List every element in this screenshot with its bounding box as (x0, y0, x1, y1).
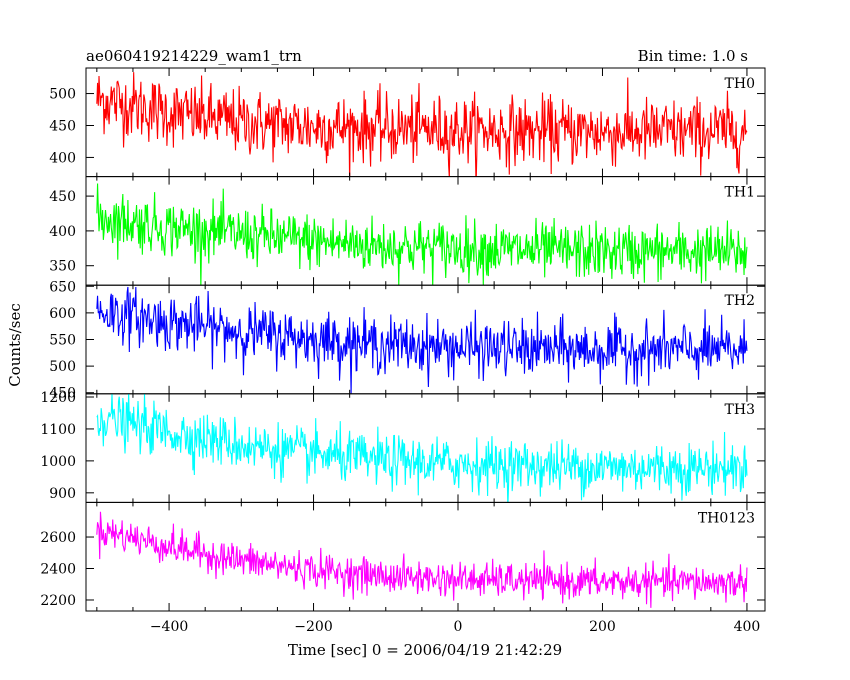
x-tick-label: −200 (294, 619, 332, 635)
y-tick-label: 450 (49, 118, 76, 134)
x-axis-label: Time [sec] 0 = 2006/04/19 21:42:29 (288, 641, 562, 659)
panel-frame (85, 501, 766, 612)
series-th3 (96, 393, 748, 503)
panel-label: TH0 (725, 76, 755, 92)
y-tick-label: 2600 (40, 530, 76, 546)
y-tick-label: 600 (49, 306, 76, 322)
y-tick-label: 1100 (40, 422, 76, 438)
x-tick-label: −400 (150, 619, 188, 635)
series-th1 (96, 183, 748, 286)
x-tick-label: 400 (734, 619, 761, 635)
y-axis-label: Counts/sec (6, 303, 24, 387)
panel-label: TH2 (725, 293, 755, 309)
panel-label: TH0123 (698, 510, 755, 526)
series-th0 (96, 72, 748, 177)
series-th0123 (96, 511, 748, 608)
x-tick-label: 200 (589, 619, 616, 635)
y-tick-label: 450 (49, 189, 76, 205)
y-tick-label: 650 (49, 279, 76, 295)
x-tick-label: 0 (454, 619, 463, 635)
y-tick-label: 500 (49, 87, 76, 103)
y-tick-label: 400 (49, 224, 76, 240)
y-tick-label: 350 (49, 259, 76, 275)
panels-group: TH0 400 450 500 TH1 350 400 450 TH2 450 500 550 600 6… (40, 67, 766, 635)
y-tick-label: 2200 (40, 593, 76, 609)
y-tick-label: 450 (49, 386, 76, 402)
series-th2 (96, 286, 748, 394)
y-tick-label: 550 (49, 333, 76, 349)
bin-time-label: Bin time: 1.0 s (638, 47, 748, 65)
y-tick-label: 1000 (40, 454, 76, 470)
y-tick-label: 400 (49, 150, 76, 166)
y-tick-label: 1200 (40, 390, 76, 406)
y-tick-label: 500 (49, 359, 76, 375)
y-tick-label: 900 (49, 486, 76, 502)
y-tick-label: 2400 (40, 562, 76, 578)
chart-title: ae060419214229_wam1_trn (86, 47, 302, 65)
panel-label: TH3 (725, 402, 755, 418)
panel-label: TH1 (725, 185, 755, 201)
